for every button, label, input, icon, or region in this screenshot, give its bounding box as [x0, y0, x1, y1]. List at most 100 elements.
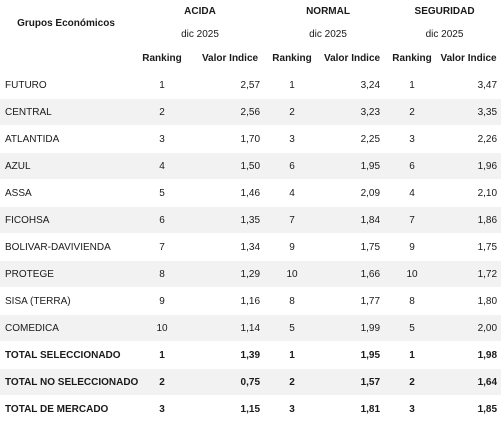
seguridad-value-cell: 3,35 [436, 99, 501, 126]
normal-ranking-cell: 10 [268, 261, 316, 288]
acida-value-cell: 1,70 [192, 126, 268, 153]
acida-ranking-cell: 5 [132, 180, 192, 207]
normal-value-cell: 2,25 [316, 126, 388, 153]
acida-ranking-cell: 7 [132, 234, 192, 261]
acida-ranking-cell: 3 [132, 126, 192, 153]
seguridad-value-cell: 1,98 [436, 342, 501, 369]
acida-value-cell: 1,14 [192, 315, 268, 342]
normal-ranking-cell: 1 [268, 342, 316, 369]
group-name-cell: TOTAL SELECCIONADO [0, 342, 132, 369]
normal-ranking-cell: 9 [268, 234, 316, 261]
seguridad-value-cell: 1,64 [436, 369, 501, 396]
seguridad-ranking-cell: 7 [388, 207, 436, 234]
normal-value-cell: 2,09 [316, 180, 388, 207]
seguridad-value-cell: 3,47 [436, 72, 501, 99]
ranking-header-normal: Ranking [268, 46, 316, 72]
group-name-cell: FICOHSA [0, 207, 132, 234]
normal-ranking-cell: 7 [268, 207, 316, 234]
blank-header-cell [0, 46, 132, 72]
acida-value-cell: 1,34 [192, 234, 268, 261]
seguridad-ranking-cell: 3 [388, 126, 436, 153]
acida-ranking-cell: 10 [132, 315, 192, 342]
group-header-seguridad: SEGURIDAD [388, 0, 501, 23]
normal-value-cell: 1,75 [316, 234, 388, 261]
group-name-cell: ASSA [0, 180, 132, 207]
group-header-normal: NORMAL [268, 0, 388, 23]
acida-ranking-cell: 2 [132, 99, 192, 126]
normal-ranking-cell: 2 [268, 369, 316, 396]
seguridad-ranking-cell: 10 [388, 261, 436, 288]
acida-value-cell: 0,75 [192, 369, 268, 396]
group-name-cell: PROTEGE [0, 261, 132, 288]
acida-ranking-cell: 2 [132, 369, 192, 396]
seguridad-ranking-cell: 1 [388, 342, 436, 369]
acida-ranking-cell: 4 [132, 153, 192, 180]
seguridad-ranking-cell: 2 [388, 99, 436, 126]
group-name-cell: CENTRAL [0, 99, 132, 126]
normal-value-cell: 1,77 [316, 288, 388, 315]
normal-value-cell: 1,99 [316, 315, 388, 342]
group-name-cell: BOLIVAR-DAVIVIENDA [0, 234, 132, 261]
acida-ranking-cell: 3 [132, 396, 192, 422]
seguridad-value-cell: 1,86 [436, 207, 501, 234]
group-column-header: Grupos Económicos [0, 0, 132, 46]
acida-value-cell: 2,56 [192, 99, 268, 126]
seguridad-value-cell: 1,96 [436, 153, 501, 180]
acida-ranking-cell: 1 [132, 342, 192, 369]
seguridad-value-cell: 1,85 [436, 396, 501, 422]
acida-value-cell: 1,35 [192, 207, 268, 234]
seguridad-ranking-cell: 8 [388, 288, 436, 315]
group-name-cell: TOTAL NO SELECCIONADO [0, 369, 132, 396]
period-seguridad: dic 2025 [388, 23, 501, 46]
value-header-normal: Valor Indice [316, 46, 388, 72]
normal-ranking-cell: 5 [268, 315, 316, 342]
acida-value-cell: 1,15 [192, 396, 268, 422]
group-name-cell: COMEDICA [0, 315, 132, 342]
acida-ranking-cell: 9 [132, 288, 192, 315]
normal-value-cell: 1,95 [316, 153, 388, 180]
ranking-header-seguridad: Ranking [388, 46, 436, 72]
seguridad-value-cell: 1,80 [436, 288, 501, 315]
group-name-cell: TOTAL DE MERCADO [0, 396, 132, 422]
seguridad-value-cell: 1,75 [436, 234, 501, 261]
seguridad-ranking-cell: 9 [388, 234, 436, 261]
period-normal: dic 2025 [268, 23, 388, 46]
group-name-cell: ATLANTIDA [0, 126, 132, 153]
normal-value-cell: 3,24 [316, 72, 388, 99]
normal-value-cell: 1,84 [316, 207, 388, 234]
normal-value-cell: 1,57 [316, 369, 388, 396]
header-row-groups: Grupos Económicos ACIDA NORMAL SEGURIDAD [0, 0, 501, 23]
normal-value-cell: 1,95 [316, 342, 388, 369]
seguridad-ranking-cell: 6 [388, 153, 436, 180]
normal-ranking-cell: 4 [268, 180, 316, 207]
acida-value-cell: 1,50 [192, 153, 268, 180]
seguridad-ranking-cell: 1 [388, 72, 436, 99]
normal-value-cell: 1,66 [316, 261, 388, 288]
seguridad-ranking-cell: 5 [388, 315, 436, 342]
ranking-header-acida: Ranking [132, 46, 192, 72]
acida-value-cell: 1,46 [192, 180, 268, 207]
acida-value-cell: 1,39 [192, 342, 268, 369]
normal-ranking-cell: 3 [268, 126, 316, 153]
normal-ranking-cell: 1 [268, 72, 316, 99]
acida-value-cell: 2,57 [192, 72, 268, 99]
acida-value-cell: 1,16 [192, 288, 268, 315]
value-header-seguridad: Valor Indice [436, 46, 501, 72]
normal-ranking-cell: 3 [268, 396, 316, 422]
group-name-cell: AZUL [0, 153, 132, 180]
seguridad-value-cell: 1,72 [436, 261, 501, 288]
acida-ranking-cell: 8 [132, 261, 192, 288]
